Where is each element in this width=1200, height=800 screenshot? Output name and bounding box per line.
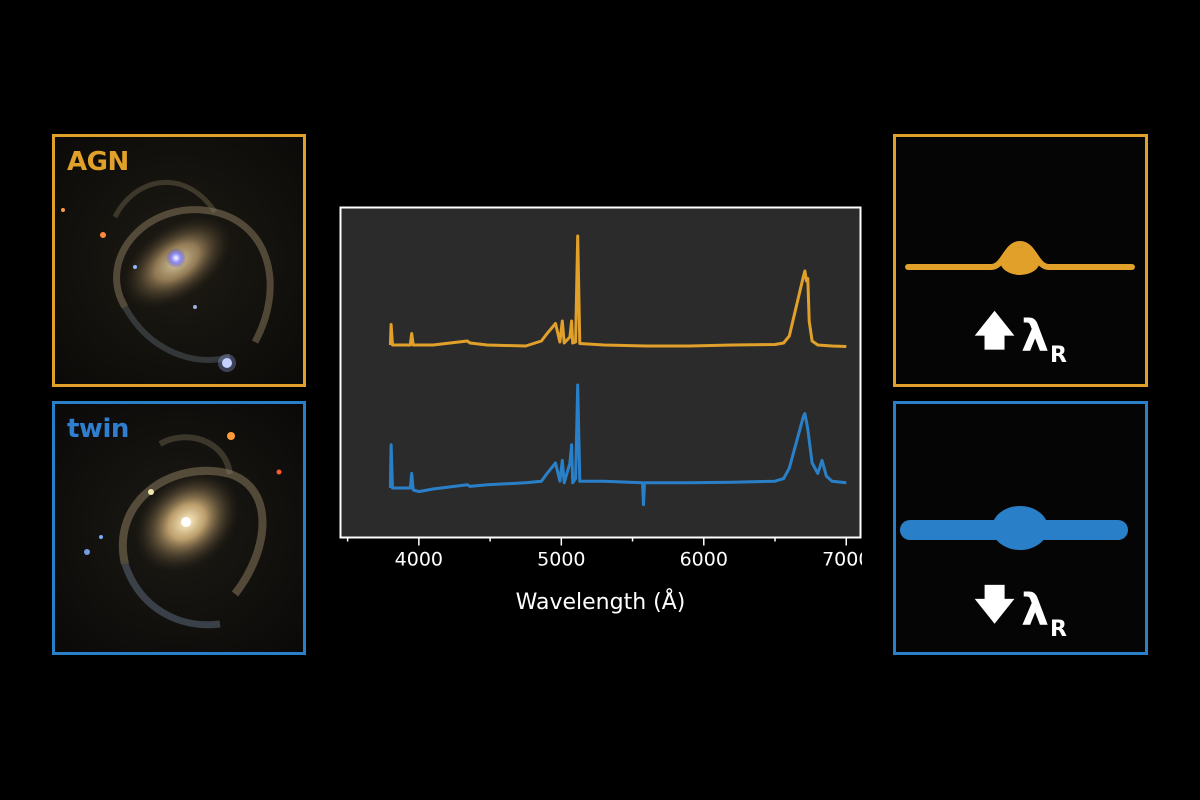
x-tick-label: 6000 <box>680 549 728 571</box>
spectrum-chart: 4000 5000 6000 7000 <box>339 206 862 571</box>
arrow-down-icon: 🡇 <box>974 582 1016 628</box>
plot-frame <box>339 206 862 539</box>
x-axis: 4000 5000 6000 7000 <box>346 537 862 571</box>
twin-lambda-label: 🡇 λR <box>896 576 1145 644</box>
twin-line-profile <box>900 506 1128 550</box>
x-tick-label: 4000 <box>395 549 443 571</box>
lambda-subscript: R <box>1050 617 1067 642</box>
spectrum-series-2 <box>388 383 847 507</box>
twin-galaxy-panel: twin <box>52 401 306 655</box>
lambda-subscript: R <box>1050 343 1067 368</box>
lambda-symbol: λ <box>1021 584 1049 636</box>
twin-lambda-panel: 🡇 λR <box>893 401 1148 655</box>
agn-galaxy-image <box>55 137 303 384</box>
agn-line-profile <box>905 240 1135 275</box>
x-tick-label: 7000 <box>822 549 862 571</box>
twin-label: twin <box>67 414 129 444</box>
agn-label: AGN <box>67 147 129 177</box>
twin-galaxy-image <box>55 404 303 652</box>
arrow-up-icon: 🡅 <box>974 308 1016 354</box>
agn-lambda-panel: 🡅 λR <box>893 134 1148 387</box>
lambda-symbol: λ <box>1021 310 1049 362</box>
agn-lambda-label: 🡅 λR <box>896 302 1145 370</box>
spectrum-series-1 <box>388 234 847 348</box>
series-group <box>388 234 847 507</box>
agn-galaxy-panel: AGN <box>52 134 306 387</box>
x-tick-label: 5000 <box>537 549 585 571</box>
x-axis-title: Wavelength (Å) <box>515 590 686 615</box>
